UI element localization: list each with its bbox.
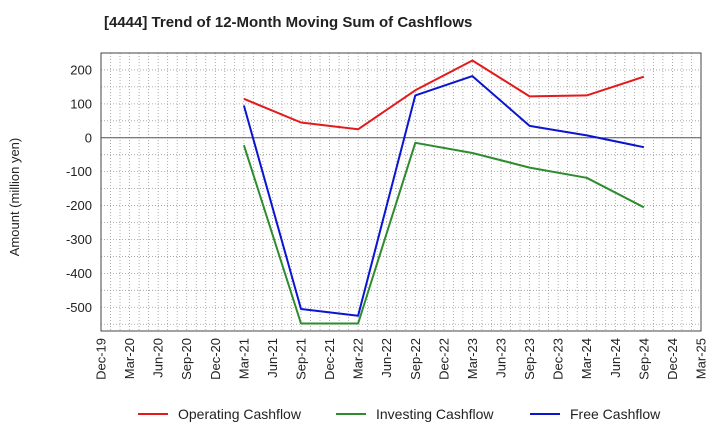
y-tick-label: -300: [66, 232, 92, 247]
y-tick-label: 100: [70, 96, 92, 111]
x-tick-label: Jun-23: [494, 338, 509, 378]
x-tick-label: Jun-24: [608, 338, 623, 378]
x-tick-label: Mar-20: [122, 338, 137, 379]
x-tick-label: Jun-22: [379, 338, 394, 378]
legend-label: Free Cashflow: [570, 406, 661, 422]
legend: Operating Cashflow Investing Cashflow Free…: [138, 406, 661, 422]
x-tick-label: Jun-21: [265, 338, 280, 378]
y-tick-label: 200: [70, 62, 92, 77]
series-line-investing-cashflow: [242, 141, 645, 325]
x-tick-label: Sep-21: [294, 338, 309, 380]
x-tick-label: Dec-23: [551, 338, 566, 380]
y-tick-label: 0: [85, 130, 92, 145]
legend-label: Operating Cashflow: [178, 406, 302, 422]
x-tick-label: Sep-23: [522, 338, 537, 380]
chart-title: [4444] Trend of 12-Month Moving Sum of C…: [104, 14, 473, 31]
plot-border: [100, 52, 702, 332]
x-tick-label: Jun-20: [151, 338, 166, 378]
x-tick-label: Mar-23: [465, 338, 480, 379]
legend-label: Investing Cashflow: [376, 406, 494, 422]
x-tick-label: Dec-20: [208, 338, 223, 380]
x-tick-label: Sep-22: [408, 338, 423, 380]
y-tick-label: -400: [66, 266, 92, 281]
series-line-operating-cashflow: [243, 59, 645, 131]
series-line-free-cashflow: [242, 75, 645, 317]
x-tick-label: Mar-21: [236, 338, 251, 379]
series-lines: [242, 59, 645, 325]
x-tick-label: Dec-21: [322, 338, 337, 380]
x-tick-label: Mar-24: [579, 338, 594, 379]
y-tick-label: -100: [66, 164, 92, 179]
x-tick-label: Mar-25: [694, 338, 709, 379]
plot-area: [101, 53, 701, 331]
x-tick-label: Mar-22: [351, 338, 366, 379]
y-axis-label: Amount (million yen): [7, 138, 22, 257]
x-tick-label: Sep-20: [179, 338, 194, 380]
y-tick-label: -200: [66, 198, 92, 213]
y-tick-label: -500: [66, 300, 92, 315]
x-tick-label: Sep-24: [636, 338, 651, 380]
x-tick-label: Dec-19: [94, 338, 109, 380]
x-tick-label: Dec-24: [665, 338, 680, 380]
x-axis-ticks: Dec-19 Mar-20 Jun-20 Sep-20 Dec-20 Mar-21 Jun-…: [94, 338, 709, 380]
x-tick-label: Dec-22: [436, 338, 451, 380]
y-axis-ticks: 200 100 0 -100 -200 -300 -400 -500: [66, 62, 92, 314]
